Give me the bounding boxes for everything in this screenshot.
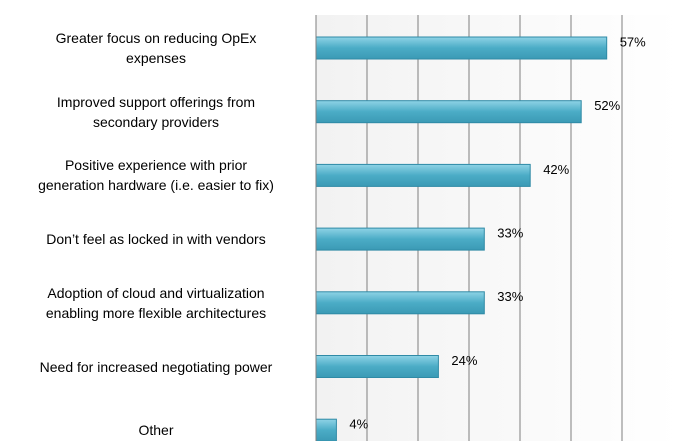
category-label: Positive experience with prior generatio…: [38, 157, 274, 194]
category-label: Need for increased negotiating power: [39, 358, 273, 375]
value-label: 33%: [497, 289, 523, 304]
bar: [315, 291, 485, 315]
value-label: 52%: [594, 98, 620, 113]
value-label: 4%: [349, 417, 368, 432]
category-label: Other: [138, 422, 174, 439]
bar: [315, 36, 608, 60]
category-label: Greater focus on reducing OpEx expenses: [55, 30, 257, 66]
category-label: Improved support offerings from secondar…: [56, 93, 256, 130]
value-label: 42%: [543, 162, 569, 177]
bar: [315, 163, 531, 187]
bar: [315, 100, 582, 124]
category-label: Don’t feel as locked in with vendors: [46, 231, 266, 248]
bar: [315, 227, 485, 251]
value-label: 33%: [497, 226, 523, 241]
value-label: 57%: [620, 34, 646, 49]
bar: [315, 418, 337, 441]
bar: [315, 355, 439, 378]
category-label: Adoption of cloud and virtualization ena…: [45, 284, 267, 321]
value-label: 24%: [451, 353, 477, 368]
